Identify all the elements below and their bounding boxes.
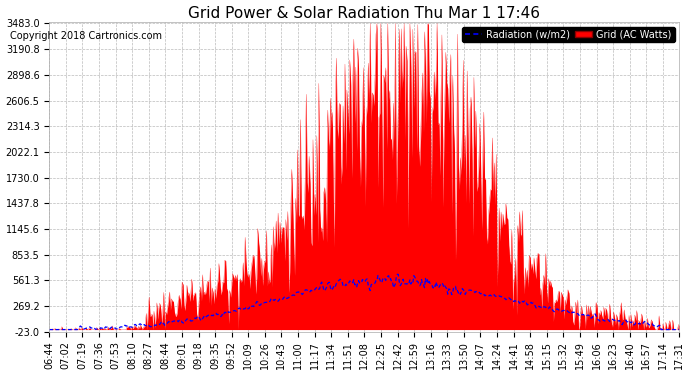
Legend: Radiation (w/m2), Grid (AC Watts): Radiation (w/m2), Grid (AC Watts) [462, 27, 675, 42]
Text: Copyright 2018 Cartronics.com: Copyright 2018 Cartronics.com [10, 32, 162, 41]
Title: Grid Power & Solar Radiation Thu Mar 1 17:46: Grid Power & Solar Radiation Thu Mar 1 1… [188, 6, 540, 21]
